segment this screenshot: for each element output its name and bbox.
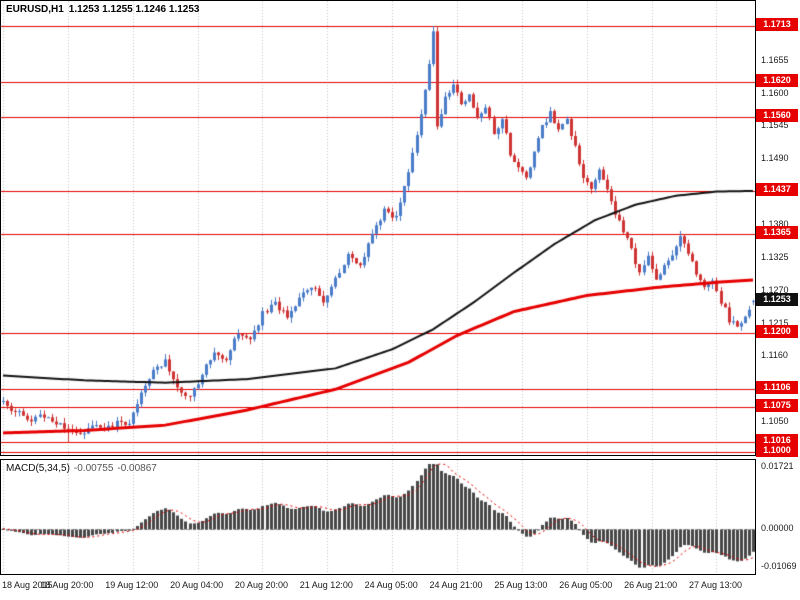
macd-canvas[interactable]	[1, 460, 755, 574]
ohlc-values: 1.1253 1.1255 1.1246 1.1253	[68, 4, 200, 15]
price-tick-label: 0.01721	[761, 460, 794, 471]
chart-header: EURUSD,H1 1.1253 1.1255 1.1246 1.1253	[6, 4, 199, 15]
price-level-tag[interactable]: 1.1620	[756, 73, 798, 87]
price-tick-label: 1.1600	[761, 87, 789, 98]
price-tick-label: 1.1215	[761, 317, 789, 328]
price-axis[interactable]: 1.1655 1.1600 1.1545 1.1490 1.1380 1.1325 1.12…	[756, 0, 800, 600]
price-level-tag[interactable]: 1.1560	[756, 109, 798, 123]
pane-splitter[interactable]	[0, 456, 756, 459]
time-axis-label: 19 Aug 12:00	[105, 580, 159, 590]
price-tick-label: 1.1270	[761, 284, 789, 295]
price-tick-label: 1.1050	[761, 416, 789, 427]
price-level-tag[interactable]: 1.1200	[756, 324, 798, 338]
time-axis-label: 24 Aug 05:00	[364, 580, 418, 590]
price-level-tag[interactable]: 1.1437	[756, 182, 798, 196]
main-chart-pane[interactable]: EURUSD,H1 1.1253 1.1255 1.1246 1.1253	[0, 0, 756, 456]
macd-signal-value: -0.00867	[117, 463, 157, 474]
price-level-tag[interactable]: 1.1000	[756, 444, 798, 457]
current-price-tag[interactable]: 1.1253	[756, 292, 798, 306]
macd-pane[interactable]: MACD(5,34,5) -0.00755 -0.00867	[0, 459, 756, 575]
time-axis-label: 20 Aug 20:00	[234, 580, 288, 590]
macd-label: MACD(5,34,5)	[6, 463, 70, 474]
symbol-timeframe-label: EURUSD,H1	[6, 4, 64, 15]
time-axis-label: 21 Aug 12:00	[299, 580, 353, 590]
macd-main-value: -0.00755	[73, 463, 114, 474]
time-axis-label: 26 Aug 05:00	[559, 580, 613, 590]
time-axis-label: 25 Aug 13:00	[494, 580, 548, 590]
main-chart-canvas[interactable]	[1, 1, 755, 455]
price-tick-label: 1.1380	[761, 219, 789, 229]
price-level-tag[interactable]: 1.1075	[756, 399, 798, 413]
price-level-tag[interactable]: 1.1106	[756, 380, 798, 394]
price-tick-label: 1.1160	[761, 350, 788, 361]
time-axis-label: 26 Aug 21:00	[624, 580, 678, 590]
price-level-tag[interactable]: 1.1365	[756, 225, 798, 239]
price-tick-label: 1.1655	[761, 54, 789, 65]
macd-header: MACD(5,34,5) -0.00755 -0.00867	[6, 463, 157, 474]
time-axis-label: 18 Aug 2015	[2, 580, 53, 590]
price-tick-label: 1.1490	[761, 153, 789, 164]
price-tick-label: 1.1325	[761, 251, 789, 262]
time-axis-label: 20 Aug 04:00	[170, 580, 224, 590]
time-axis[interactable]: 18 Aug 2015 18 Aug 20:00 19 Aug 12:00 20 Au…	[0, 575, 756, 600]
price-tick-label: 1.1545	[761, 120, 789, 131]
price-tick-label: 0.00000	[761, 522, 794, 533]
time-axis-label: 24 Aug 21:00	[429, 580, 483, 590]
time-axis-label: 27 Aug 13:00	[688, 580, 743, 590]
price-level-tag[interactable]: 1.1713	[756, 18, 798, 32]
time-axis-label: 18 Aug 20:00	[40, 580, 94, 590]
price-tick-label: -0.01069	[761, 561, 797, 572]
